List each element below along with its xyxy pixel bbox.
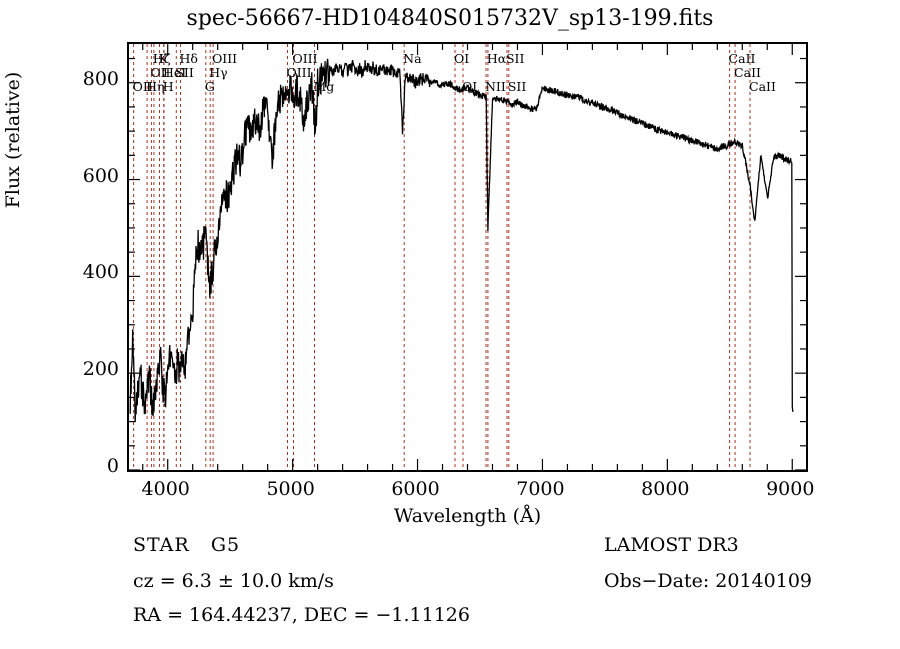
spectral-line-label: Na [403,51,422,66]
spectral-line-label: Hγ [209,65,228,80]
spectral-line-label: CaII [734,65,761,80]
spectral-line-label: OI [454,51,470,66]
y-tick-label: 600 [82,164,119,187]
spectral-line-label: OII [150,65,171,80]
spectral-line-label: OIII [286,65,312,80]
y-axis-label: Flux (relative) [2,71,24,209]
axis-ticks-group [129,44,806,470]
spectral-line-label: Mg [313,79,335,94]
spectral-line-label: K [158,51,168,66]
spectral-line-label: Hα [486,51,507,66]
spectrum-canvas [129,44,806,470]
footer-object-class: STAR G5 [133,534,240,556]
spectral-line-label: SII [175,65,194,80]
spectral-line-label: G [204,79,215,94]
x-axis-label: Wavelength (Å) [393,505,542,527]
spectral-line-label: Hη [146,79,165,94]
spectral-line-label: OI [462,79,478,94]
spectral-line-label: SII [507,79,527,94]
page-title: spec-56667-HD104840S015732V_sp13-199.fit… [186,6,714,31]
footer-cz: cz = 6.3 ± 10.0 km/s [133,570,334,592]
spectral-line-label: HeI [162,65,187,80]
y-tick-label: 400 [82,261,119,284]
spectral-line-label: Hδ [179,51,198,66]
x-tick-label: 9000 [766,478,815,500]
spectral-line-label: CaII [728,51,756,66]
spectral-line-label: OII [132,79,153,94]
spectrum-trace [129,58,794,423]
spectral-class: G5 [210,534,241,556]
y-tick-label: 200 [82,358,119,381]
object-type: STAR [133,534,190,556]
spectral-line-label: OIII [292,51,318,66]
footer-coords: RA = 164.44237, DEC = −1.11126 [133,604,470,626]
footer-obs-date: Obs−Date: 20140109 [604,570,812,592]
spectral-line-label: H [162,79,174,94]
x-tick-label: 5000 [266,478,315,500]
spectral-line-label: NII [484,79,506,94]
footer-survey: LAMOST DR3 [604,534,739,556]
y-axis-ticklabels: 0 200 400 600 800 [57,0,119,520]
x-tick-label: 8000 [641,478,690,500]
marker-lines-group [133,44,751,470]
spectral-line-label: OIII [212,51,238,66]
y-tick-label: 0 [106,455,119,477]
x-tick-label: 7000 [516,478,565,500]
spectral-line-label: Hζ [152,51,171,66]
plot-frame: OII Hη Hζ OII HeI H K Hδ SII Hγ G OIII OIII OIII Mg Na O… [127,42,808,472]
x-tick-label: 6000 [391,478,440,500]
spectral-line-label: SII [505,51,525,66]
spectral-line-label: CaII [749,79,776,94]
x-axis-ticklabels: 4000 5000 6000 7000 8000 9000 [0,478,900,508]
x-tick-label: 4000 [141,478,190,500]
y-tick-label: 800 [82,67,119,90]
